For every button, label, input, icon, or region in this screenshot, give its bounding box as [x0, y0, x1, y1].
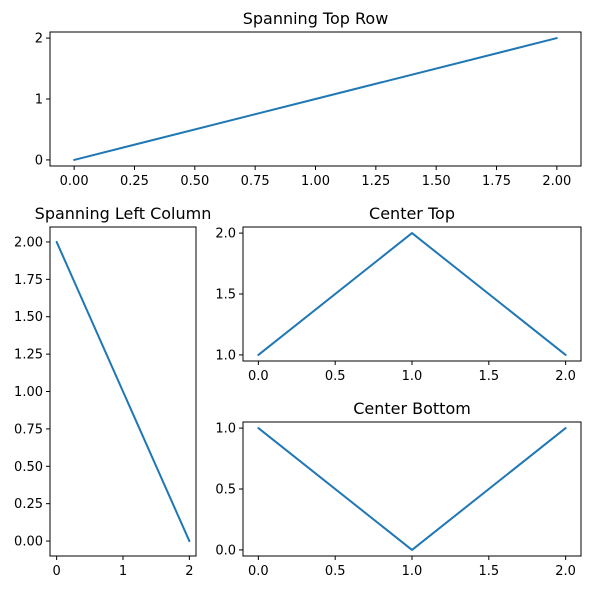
y-tick-label: 0.50: [14, 460, 43, 475]
x-tick-label: 0.75: [241, 174, 270, 189]
y-tick-label: 1.0: [215, 348, 236, 363]
x-tick-label: 0.0: [248, 369, 269, 384]
x-tick-label: 0: [52, 564, 60, 579]
axes-center-bottom: 0.0 0.5 1.0 1.5 2.0 0.0 0.5 1.0 Center Bottom: [215, 399, 582, 579]
x-tick-label: 0.50: [180, 174, 209, 189]
x-tick-label: 1.0: [402, 564, 423, 579]
x-tick-label: 0.5: [325, 564, 346, 579]
x-tick-label: 0.5: [325, 369, 346, 384]
x-tick-label: 2: [185, 564, 193, 579]
axes-left-column: 0 1 2 0.00 0.25 0.50 0.75 1.00 1.25 1.50 1.75 2.00 S…: [14, 204, 211, 579]
axes-title: Center Bottom: [353, 399, 471, 418]
x-tick-label: 1.75: [482, 174, 511, 189]
x-tick-label: 1.5: [478, 369, 499, 384]
x-tick-label: 1.5: [478, 564, 499, 579]
y-tick-label: 1: [35, 93, 43, 108]
x-tick-label: 0.25: [120, 174, 149, 189]
y-tick-label: 0.00: [14, 535, 43, 550]
y-tick-label: 1.0: [215, 422, 236, 437]
axes-top-row: 0.00 0.25 0.50 0.75 1.00 1.25 1.50 1.75 2.00 0 1 2 S…: [35, 9, 582, 189]
x-tick-label: 2.00: [542, 174, 571, 189]
y-tick-label: 0.75: [14, 422, 43, 437]
x-tick-label: 2.0: [555, 564, 576, 579]
subplots: 0.00 0.25 0.50 0.75 1.00 1.25 1.50 1.75 2.00012S…: [14, 9, 582, 579]
y-tick-label: 1.50: [14, 310, 43, 325]
x-tick-label: 0.00: [60, 174, 89, 189]
series-line-0: [55, 240, 191, 543]
series-line-0: [73, 37, 558, 161]
y-tick-label: 2.00: [14, 235, 43, 250]
axes-title: Spanning Top Row: [243, 9, 389, 28]
y-tick-label: 2: [35, 32, 43, 47]
y-tick-label: 0.5: [215, 483, 236, 498]
axes-title: Center Top: [369, 204, 455, 223]
y-tick-label: 2.0: [215, 227, 236, 242]
x-tick-label: 2.0: [555, 369, 576, 384]
y-tick-label: 1.5: [215, 288, 236, 303]
axes-title: Spanning Left Column: [35, 204, 212, 223]
x-tick-label: 1.00: [301, 174, 330, 189]
y-tick-label: 1.75: [14, 273, 43, 288]
x-tick-label: 0.0: [248, 564, 269, 579]
series-line-0: [257, 232, 567, 356]
y-tick-label: 1.25: [14, 348, 43, 363]
series-line-0: [257, 427, 567, 551]
x-tick-label: 1: [119, 564, 127, 579]
x-tick-label: 1.25: [361, 174, 390, 189]
x-tick-label: 1.50: [422, 174, 451, 189]
y-tick-label: 1.00: [14, 385, 43, 400]
x-tick-label: 1.0: [402, 369, 423, 384]
y-tick-label: 0.0: [215, 543, 236, 558]
y-tick-label: 0.25: [14, 497, 43, 512]
y-tick-label: 0: [35, 153, 43, 168]
axes-center-top: 0.0 0.5 1.0 1.5 2.0 1.0 1.5 2.0 Center Top: [215, 204, 582, 384]
